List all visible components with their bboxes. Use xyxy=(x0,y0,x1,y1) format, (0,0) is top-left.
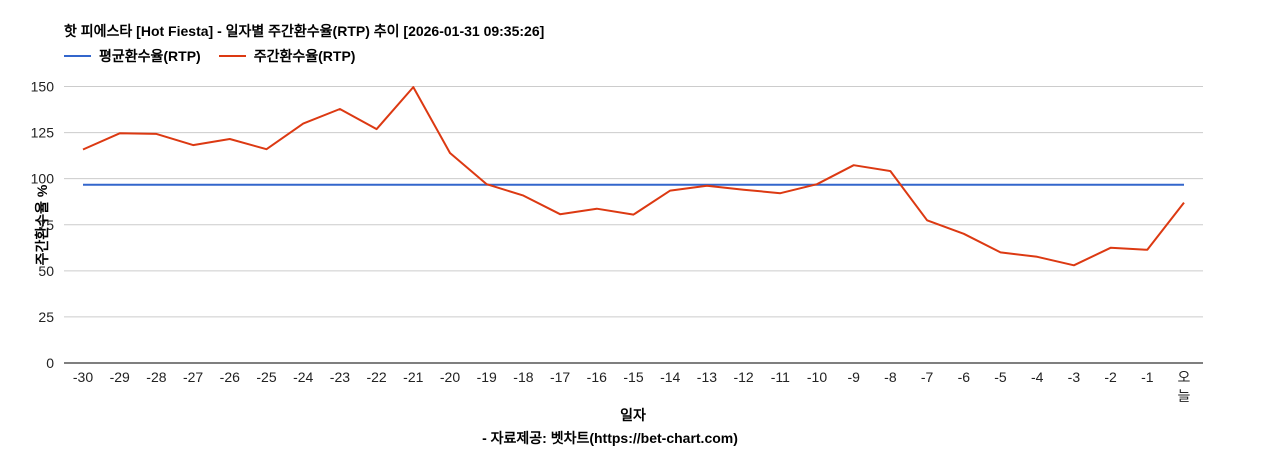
x-axis-ticks: -30 -29 -28 -27 -26 -25 -24 -23 -22 -21 -20 -19 -18 -… xyxy=(73,369,1191,404)
x-tick-label: -1 xyxy=(1141,369,1154,385)
x-tick-label: -25 xyxy=(256,369,276,385)
x-tick-label: -13 xyxy=(697,369,717,385)
x-tick-label: -2 xyxy=(1104,369,1117,385)
x-tick-label: -18 xyxy=(513,369,533,385)
x-tick-label: -19 xyxy=(477,369,497,385)
x-axis-label: 일자 xyxy=(620,407,646,423)
x-tick-label: -22 xyxy=(366,369,386,385)
x-tick-label: -21 xyxy=(403,369,423,385)
legend-item-weekly-rtp[interactable]: 주간환수율(RTP) xyxy=(218,46,356,66)
y-axis-label: 주간환수율 % xyxy=(34,184,50,265)
x-tick-label: -30 xyxy=(73,369,93,385)
x-tick-label: 오 xyxy=(1178,369,1191,385)
x-tick-label: -11 xyxy=(771,369,790,385)
x-tick-label: -7 xyxy=(921,369,934,385)
x-tick-label: -20 xyxy=(440,369,460,385)
legend-label: 주간환수율(RTP) xyxy=(253,48,356,64)
chart-legend: 평균환수율(RTP) 주간환수율(RTP) xyxy=(64,46,355,66)
x-tick-label: -14 xyxy=(660,369,680,385)
y-axis-ticks: 0 25 50 75 100 125 150 xyxy=(31,79,55,372)
x-tick-label: -29 xyxy=(110,369,130,385)
x-tick-label: -3 xyxy=(1068,369,1081,385)
x-tick-label: -6 xyxy=(958,369,971,385)
credit-text: - 자료제공: 벳차트(https://bet-chart.com) xyxy=(482,430,738,446)
x-tick-label: -4 xyxy=(1031,369,1044,385)
y-tick-label: 125 xyxy=(31,125,55,141)
x-tick-label: -24 xyxy=(293,369,313,385)
weekly-rtp-line[interactable] xyxy=(82,86,1185,267)
x-tick-label: -16 xyxy=(587,369,607,385)
series-lines xyxy=(82,86,1185,267)
data-source-credit: - 자료제공: 벳차트(https://bet-chart.com) xyxy=(0,428,1268,448)
x-tick-label: -12 xyxy=(733,369,753,385)
y-tick-label: 50 xyxy=(38,263,54,279)
x-tick-label: 늘 xyxy=(1178,388,1191,404)
x-tick-label: -15 xyxy=(623,369,643,385)
legend-label: 평균환수율(RTP) xyxy=(99,48,201,64)
legend-item-average-rtp[interactable]: 평균환수율(RTP) xyxy=(64,46,201,66)
y-tick-label: 0 xyxy=(46,355,54,371)
x-tick-label: -26 xyxy=(220,369,240,385)
gridlines xyxy=(64,86,1203,364)
x-tick-label: -5 xyxy=(994,369,1007,385)
x-tick-label: -27 xyxy=(183,369,203,385)
legend-line-icon xyxy=(64,55,91,57)
x-tick-label: -17 xyxy=(550,369,570,385)
legend-line-icon xyxy=(218,55,246,57)
y-tick-label: 75 xyxy=(38,217,54,233)
y-tick-label: 150 xyxy=(31,79,55,95)
x-tick-label: -23 xyxy=(330,369,350,385)
y-tick-label: 25 xyxy=(38,309,54,325)
y-tick-label: 100 xyxy=(31,171,55,187)
x-tick-label: -28 xyxy=(146,369,166,385)
x-tick-label: -9 xyxy=(847,369,860,385)
x-tick-label: -10 xyxy=(807,369,827,385)
x-tick-label: -8 xyxy=(884,369,897,385)
chart-title: 핫 피에스타 [Hot Fiesta] - 일자별 주간환수율(RTP) 추이 … xyxy=(64,23,545,39)
